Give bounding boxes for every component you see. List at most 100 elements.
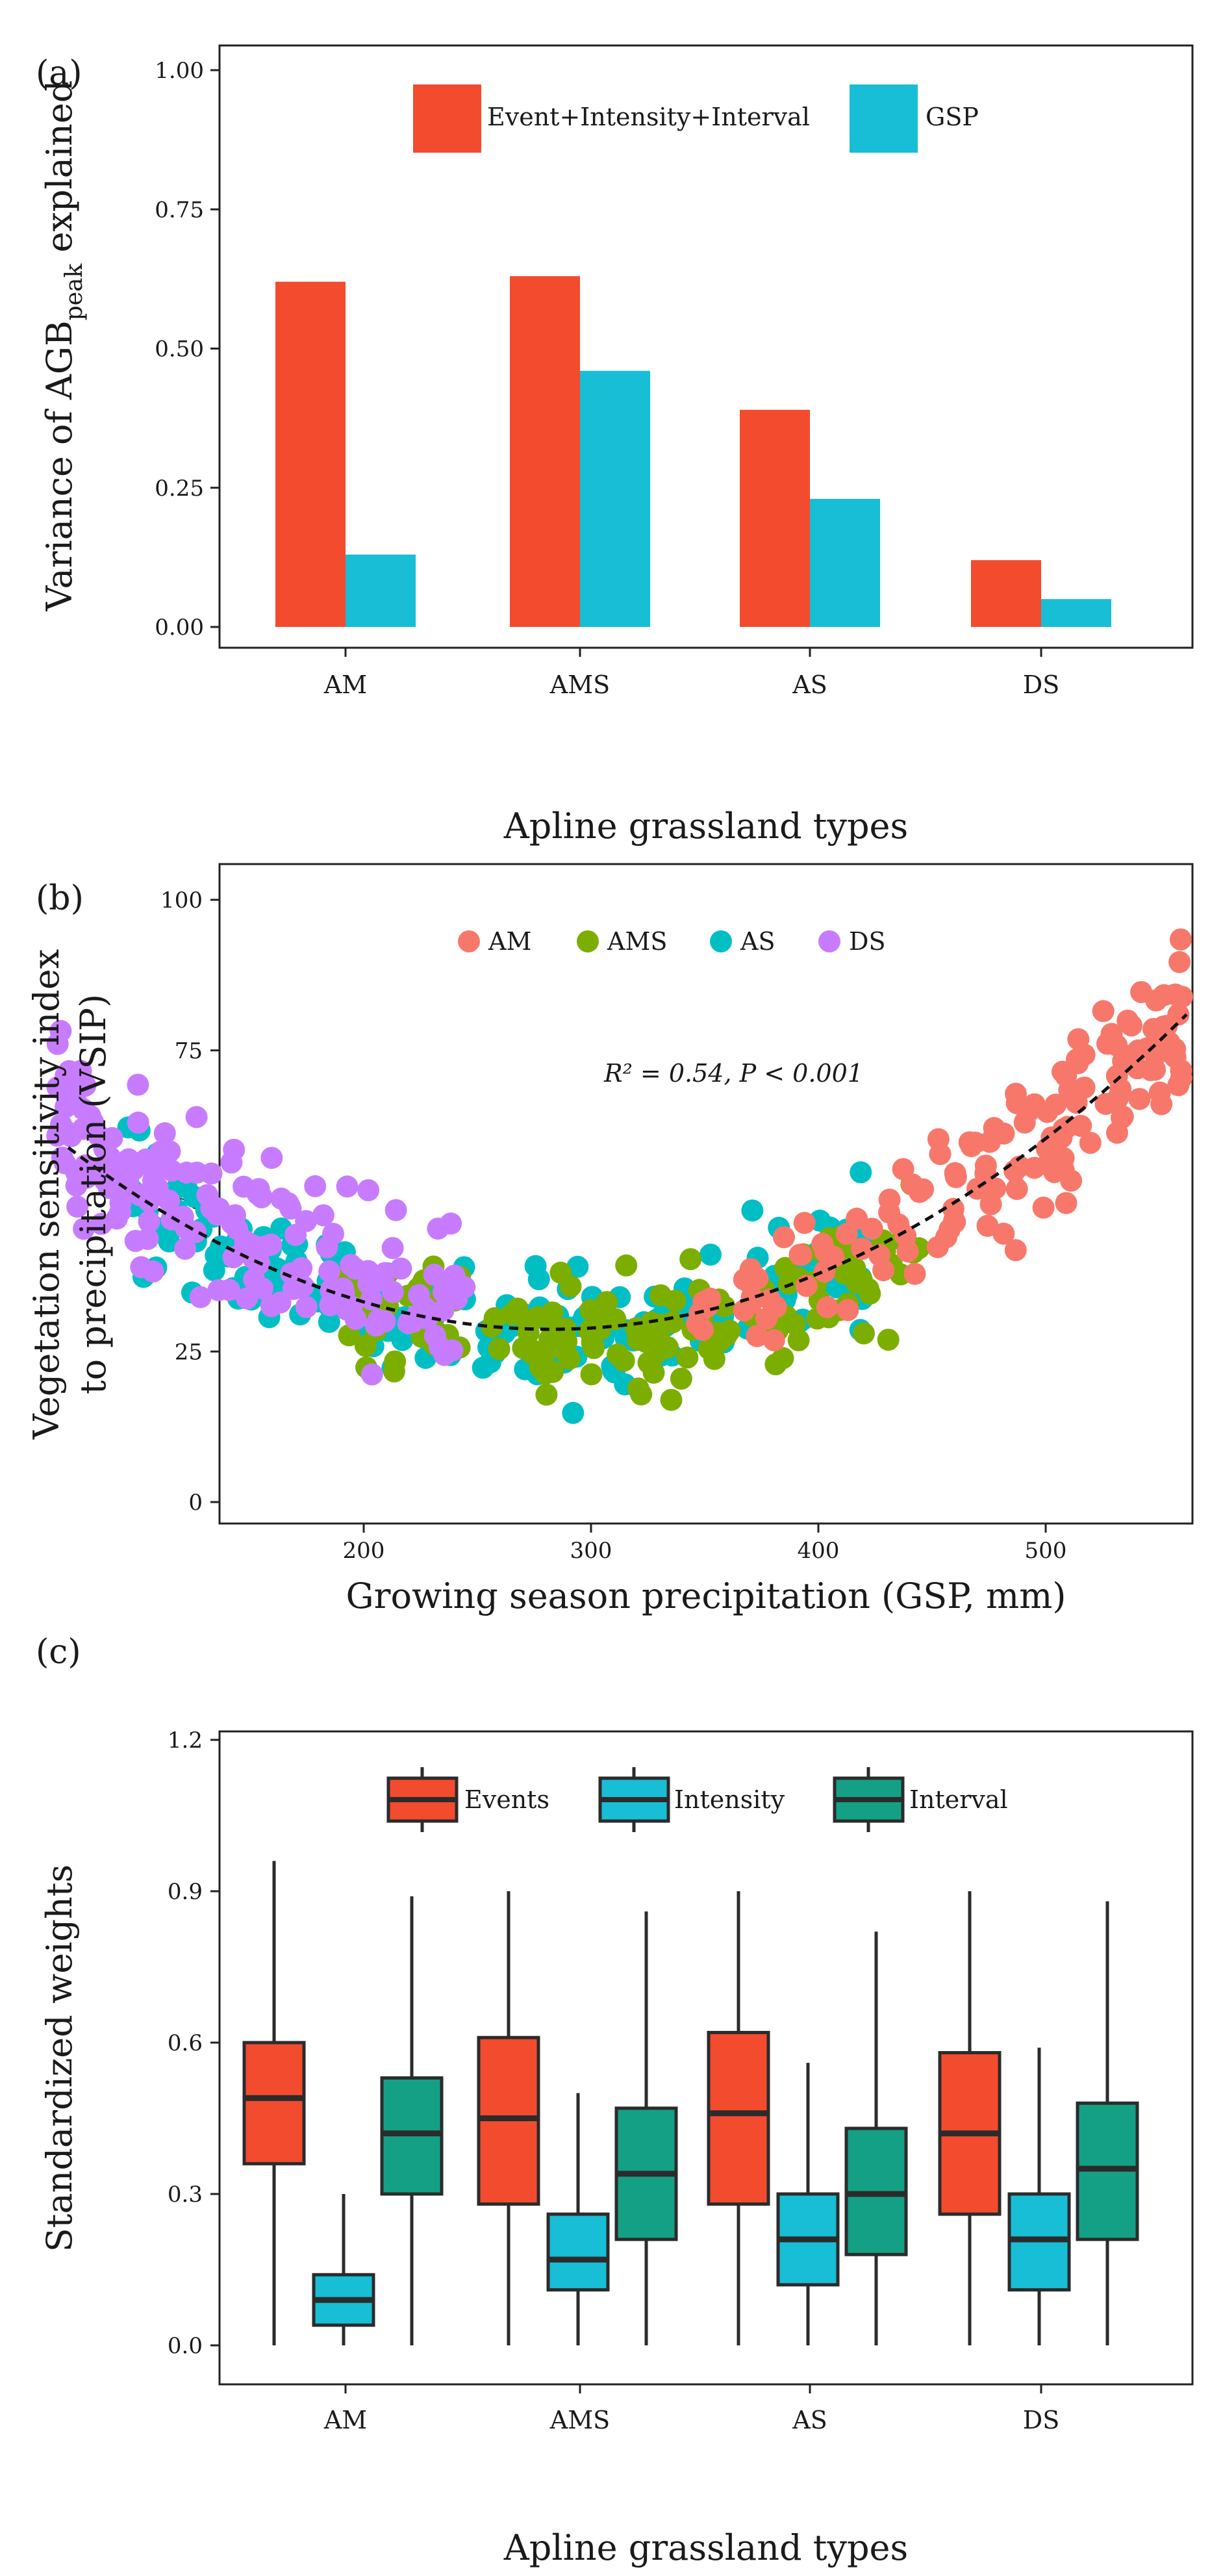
- point-am: [929, 1143, 952, 1166]
- point-ams: [661, 1311, 684, 1334]
- point-as: [318, 1310, 340, 1333]
- legend-marker-ams: [577, 930, 599, 952]
- point-ds: [46, 1076, 69, 1099]
- point-ds: [64, 1089, 87, 1112]
- point-ds: [127, 1111, 149, 1134]
- point-ams: [630, 1383, 653, 1406]
- point-am: [1145, 989, 1168, 1012]
- legend-marker-as: [710, 930, 732, 952]
- point-ams: [698, 1338, 720, 1360]
- panel-b-y-axis-title-line2: to precipitation (VSIP): [73, 994, 114, 1394]
- y-tick-label: 0.00: [155, 615, 204, 641]
- point-ams: [529, 1356, 551, 1378]
- y-tick-label: 25: [175, 1339, 203, 1365]
- point-ams: [481, 1316, 503, 1338]
- point-ds: [234, 1230, 257, 1253]
- y-tick-label: 1.2: [168, 1728, 203, 1753]
- point-ds: [423, 1264, 446, 1286]
- point-ds: [69, 1060, 92, 1082]
- point-ds: [336, 1175, 359, 1198]
- point-ds: [381, 1237, 404, 1259]
- point-ams: [777, 1272, 800, 1295]
- y-tick-label: 0.9: [168, 1879, 203, 1905]
- point-ams: [555, 1330, 578, 1353]
- box-interval-as: [844, 1932, 908, 2345]
- point-am: [816, 1296, 838, 1319]
- panel-b-points: [46, 928, 1193, 1424]
- point-am: [979, 1193, 1002, 1216]
- legend-swatch-gsp: [850, 84, 918, 153]
- box-intensity-am: [312, 2194, 375, 2345]
- point-ams: [676, 1346, 699, 1369]
- point-am: [1111, 1105, 1134, 1128]
- bar-gsp-ams: [580, 370, 650, 627]
- point-ams: [679, 1248, 702, 1271]
- point-as: [562, 1401, 585, 1424]
- x-tick-label-am: AM: [323, 670, 367, 699]
- point-ds: [140, 1151, 162, 1174]
- point-ds: [250, 1186, 273, 1208]
- point-am: [976, 1214, 999, 1237]
- point-ds: [295, 1210, 318, 1232]
- point-ds: [73, 1218, 95, 1240]
- point-ds: [360, 1363, 383, 1386]
- point-ams: [642, 1361, 665, 1384]
- point-am: [1052, 1147, 1075, 1169]
- point-am: [1004, 1239, 1027, 1262]
- point-am: [1032, 1196, 1055, 1219]
- panel-c-x-axis: AM AMS AS DS: [323, 2384, 1059, 2434]
- point-am: [813, 1260, 836, 1283]
- panel-a-y-axis: 0.00 0.25 0.50 0.75 1.00: [155, 58, 220, 641]
- legend-item-events: Events: [386, 1767, 549, 1832]
- point-ds: [174, 1238, 196, 1260]
- bar-event-intensity-interval-ams: [510, 276, 580, 628]
- point-ds: [65, 1162, 88, 1184]
- point-ams: [764, 1353, 787, 1375]
- point-ds: [142, 1260, 164, 1283]
- legend-marker-ds: [818, 930, 840, 952]
- point-ams: [846, 1271, 868, 1294]
- legend-label-interval: Interval: [909, 1785, 1008, 1814]
- panel-a-label: (a): [36, 54, 82, 93]
- point-ds: [88, 1124, 110, 1147]
- point-ds: [316, 1236, 338, 1258]
- point-am: [764, 1295, 787, 1318]
- point-ds: [260, 1147, 283, 1169]
- panel-a-x-axis: AM AMS AS DS: [323, 648, 1059, 699]
- point-ams: [527, 1306, 549, 1329]
- point-am: [837, 1299, 859, 1321]
- point-as: [850, 1161, 872, 1184]
- point-ds: [368, 1312, 391, 1334]
- point-as: [524, 1255, 547, 1277]
- point-ds: [295, 1295, 318, 1318]
- point-ds: [441, 1339, 464, 1362]
- point-ams: [670, 1368, 692, 1390]
- point-ams: [488, 1338, 510, 1360]
- point-as: [741, 1199, 764, 1222]
- point-as: [700, 1243, 722, 1266]
- point-am: [1013, 1111, 1036, 1134]
- point-ds: [384, 1199, 407, 1221]
- point-am: [1167, 1003, 1190, 1026]
- point-ds: [312, 1204, 334, 1227]
- y-tick-label: 0.3: [168, 2182, 203, 2208]
- legend-label-intensity: Intensity: [674, 1785, 785, 1814]
- y-tick-label: 0.50: [155, 337, 204, 363]
- point-ds: [60, 1125, 82, 1147]
- point-am: [1170, 1067, 1192, 1090]
- point-ds: [318, 1260, 341, 1282]
- panel-c-frame: [218, 1730, 1194, 2386]
- panel-c-label: (c): [36, 1633, 81, 1672]
- box-events-ams: [477, 1891, 540, 2345]
- point-ds: [127, 1073, 149, 1096]
- point-am: [1158, 1031, 1181, 1054]
- y-tick-label: 0: [188, 1490, 203, 1516]
- point-ds: [207, 1279, 230, 1301]
- x-tick-label: 300: [570, 1538, 612, 1564]
- point-am: [1094, 1093, 1117, 1116]
- scatter-series-am: [686, 928, 1193, 1351]
- legend-label-as: AS: [740, 927, 775, 956]
- legend-label-events: Events: [464, 1785, 549, 1814]
